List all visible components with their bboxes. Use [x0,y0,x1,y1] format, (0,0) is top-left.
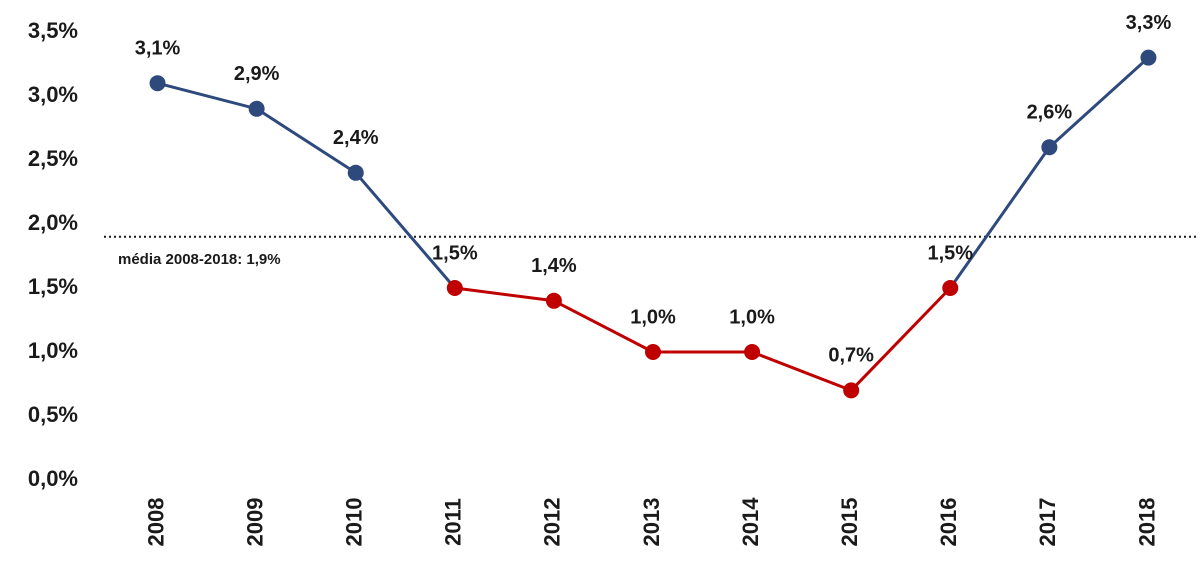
marker [1140,49,1157,66]
value-label: 1,0% [630,306,676,328]
marker [843,382,860,399]
y-tick-label: 0,0% [28,466,78,491]
x-tick-label: 2016 [936,498,961,547]
marker [149,75,166,92]
value-label: 2,6% [1027,101,1073,123]
y-tick-label: 3,5% [28,18,78,43]
marker [545,292,562,309]
y-tick-label: 2,5% [28,146,78,171]
value-label: 1,5% [927,242,973,264]
x-tick-label: 2013 [639,498,664,547]
line-segment [454,286,555,303]
x-tick-label: 2008 [143,498,168,547]
line-segment [354,171,456,289]
value-label: 3,1% [135,37,181,59]
line-segment [949,146,1051,289]
mean-label: média 2008-2018: 1,9% [118,251,281,268]
marker [942,280,959,296]
x-tick-label: 2009 [242,498,267,547]
y-tick-label: 2,0% [28,210,78,235]
value-label: 2,4% [333,127,379,149]
y-tick-label: 1,5% [28,274,78,299]
value-label: 2,9% [234,63,280,85]
value-label: 3,3% [1126,12,1172,34]
value-label: 1,5% [432,242,478,264]
y-tick-label: 0,5% [28,402,78,427]
x-tick-label: 2010 [342,498,367,547]
marker [1041,139,1058,156]
value-label: 1,0% [729,306,775,328]
marker [347,164,364,181]
y-tick-label: 1,0% [28,338,78,363]
x-tick-label: 2015 [837,498,862,547]
marker [645,344,661,360]
line-segment [850,286,952,392]
line-segment [157,81,258,111]
line-segment [553,299,654,354]
y-tick-label: 3,0% [28,82,78,107]
x-tick-label: 2011 [441,498,466,546]
x-tick-label: 2018 [1134,498,1159,547]
x-tick-label: 2017 [1035,498,1060,547]
marker [248,100,265,117]
x-tick-label: 2012 [540,498,565,547]
value-label: 1,4% [531,255,577,277]
marker [446,280,463,296]
marker [744,344,761,360]
line-segment [1048,56,1150,149]
x-tick-label: 2014 [738,497,763,547]
line-segment [255,107,357,175]
line-segment [751,350,852,392]
value-label: 0,7% [828,345,874,367]
